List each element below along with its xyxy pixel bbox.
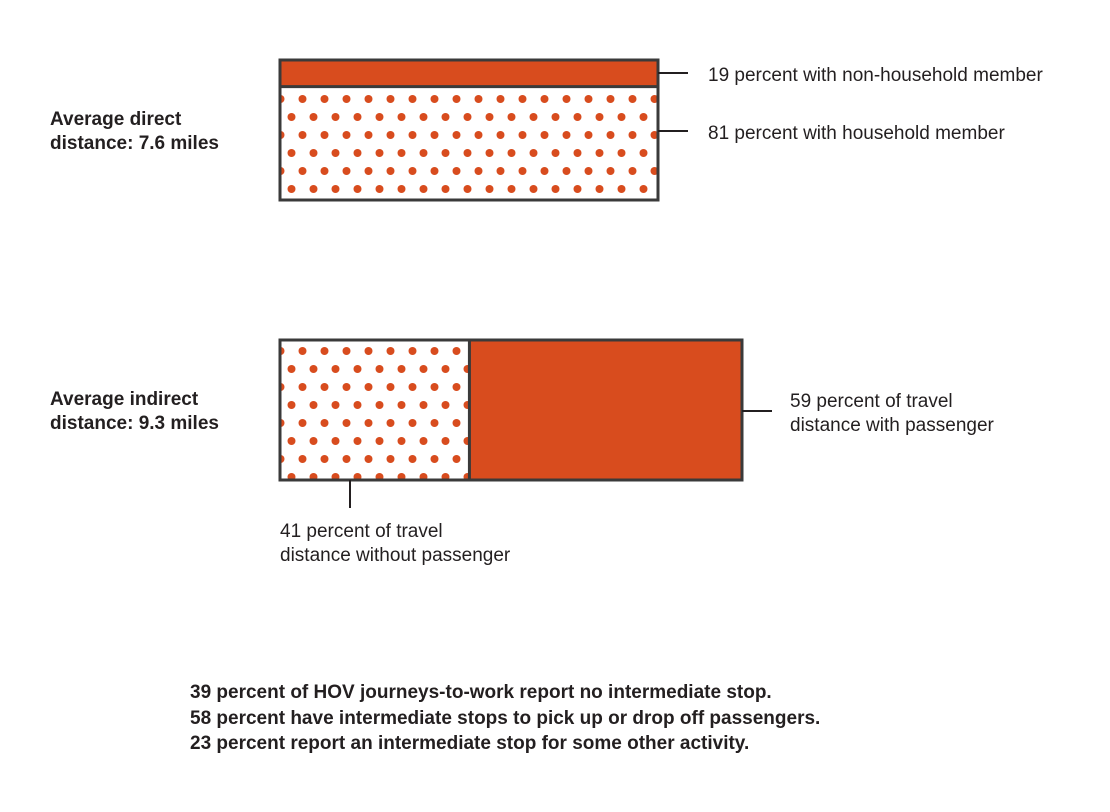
chart1-segment-household: [280, 87, 658, 200]
infographic-svg: Average direct distance: 7.6 miles 19 pe…: [0, 0, 1110, 812]
chart2-annotation-right-line2: distance with passenger: [790, 414, 1090, 438]
chart2-left-label-line2: distance: 9.3 miles: [50, 412, 270, 436]
chart2-annotation-left-line1: 41 percent of travel: [280, 520, 600, 544]
chart2-annotation-right-line1: 59 percent of travel: [790, 390, 1090, 414]
footer-line-2: 58 percent have intermediate stops to pi…: [190, 706, 1010, 732]
footer-line-3: 23 percent report an intermediate stop f…: [190, 731, 1010, 757]
chart1-left-label-wrap: Average direct distance: 7.6 miles: [50, 108, 270, 168]
chart1-annotation-top: 19 percent with non-household member: [708, 65, 1043, 86]
chart2-annotation-left-wrap: 41 percent of travel distance without pa…: [280, 520, 600, 576]
chart2-left-label-line1: Average indirect: [50, 388, 270, 412]
chart1-segment-nonhousehold: [280, 60, 658, 87]
chart2-segment-without-passenger: [280, 340, 469, 480]
chart-indirect: Average indirect distance: 9.3 miles 59 …: [50, 340, 1090, 576]
chart1-annotation-bottom-wrap: 81 percent with household member: [708, 122, 1108, 150]
chart2-annotation-left-line2: distance without passenger: [280, 544, 600, 568]
chart1-left-label-line2: distance: 7.6 miles: [50, 132, 270, 156]
chart1-annotation-top-wrap: 19 percent with non-household member: [708, 64, 1108, 92]
footer-wrap: 39 percent of HOV journeys-to-work repor…: [190, 680, 1010, 780]
chart2-segment-with-passenger: [469, 340, 742, 480]
chart1-annotation-bottom: 81 percent with household member: [708, 123, 1005, 144]
chart-direct: Average direct distance: 7.6 miles 19 pe…: [50, 60, 1108, 200]
chart2-annotation-right-wrap: 59 percent of travel distance with passe…: [790, 390, 1090, 446]
chart1-left-label-line1: Average direct: [50, 108, 270, 132]
chart2-left-label-wrap: Average indirect distance: 9.3 miles: [50, 388, 270, 448]
footer-line-1: 39 percent of HOV journeys-to-work repor…: [190, 680, 1010, 706]
